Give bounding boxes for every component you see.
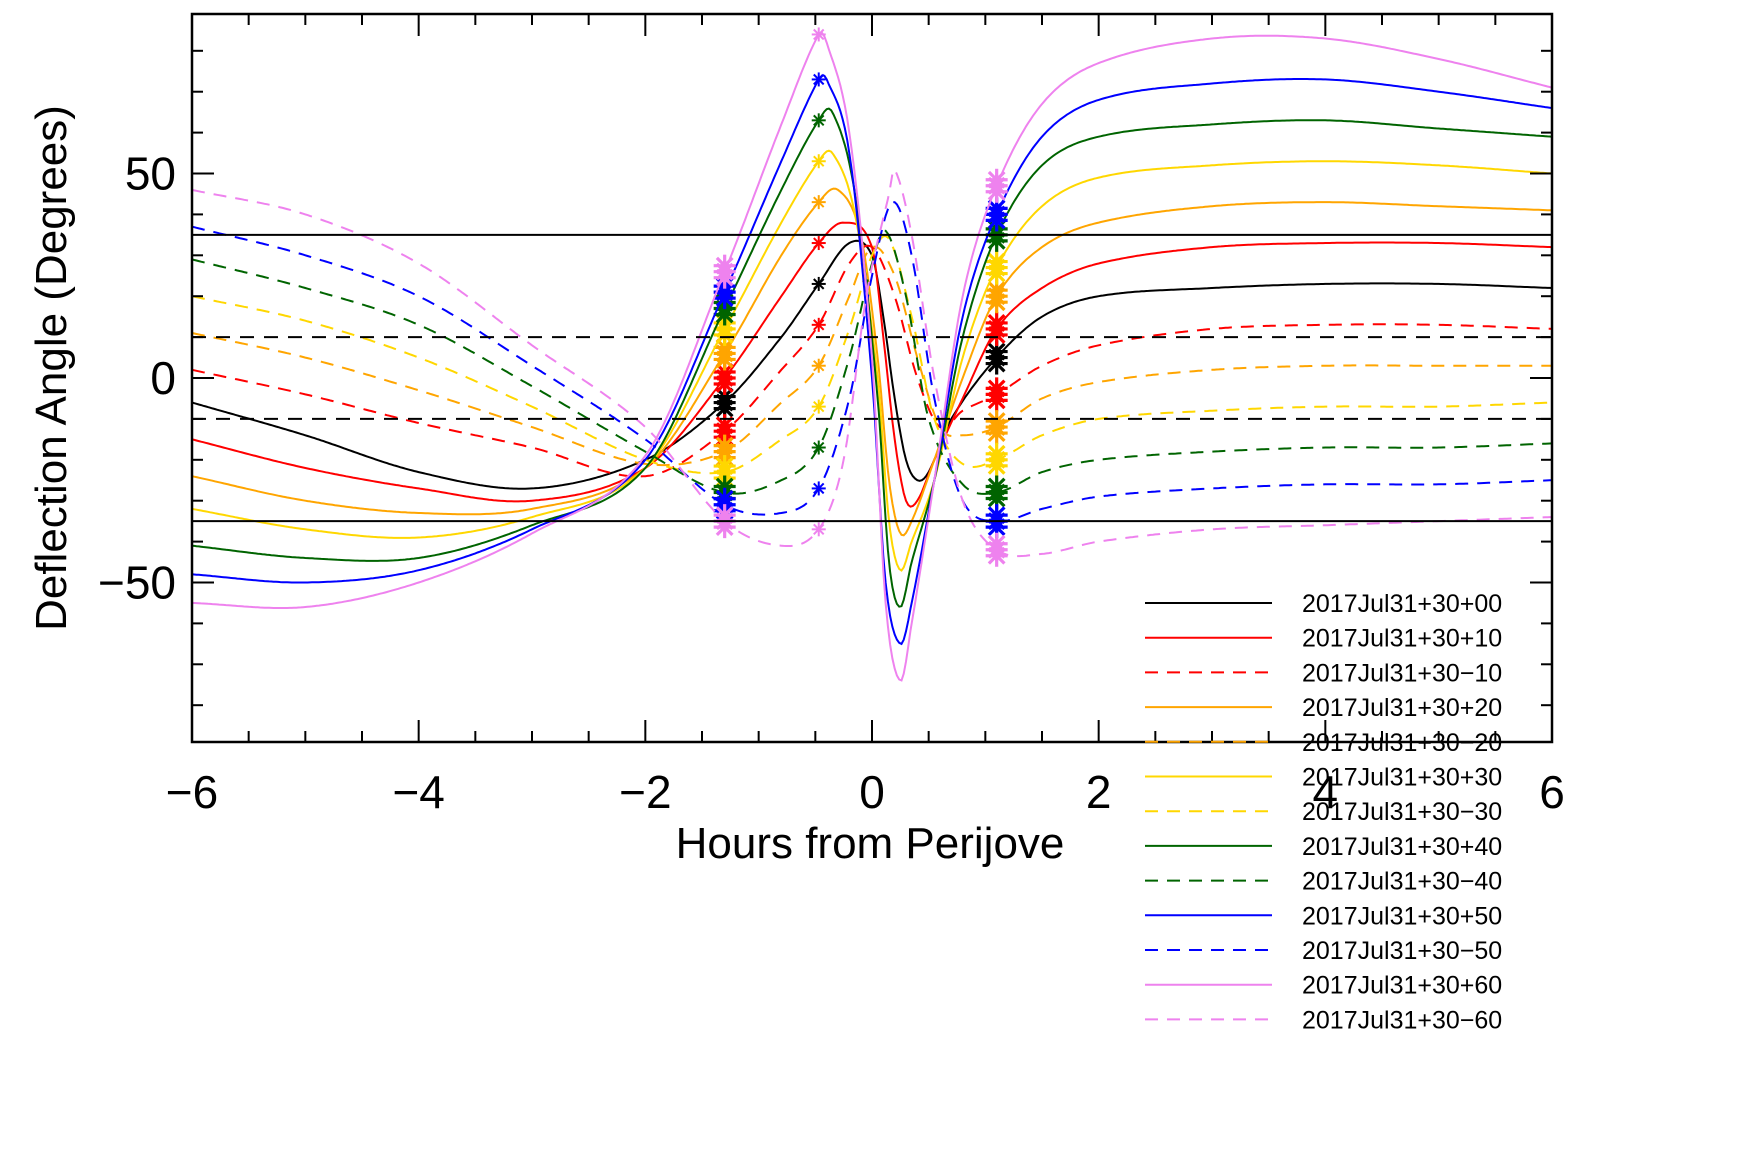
series-line-7: [192, 107, 1552, 608]
series-2-marker-1: [811, 317, 826, 332]
series-7-marker-1: [811, 113, 826, 128]
y-axis-ticks: −50 0 50: [98, 49, 1552, 707]
series-12-marker-1: [811, 522, 826, 537]
series-0-marker-1: [811, 276, 826, 291]
legend: 2017Jul31+30+00 2017Jul31+30+10 2017Jul31+…: [1145, 590, 1502, 1034]
legend-label: 2017Jul31+30−40: [1302, 868, 1502, 896]
x-axis-ticks: −6 −4 −2 0 2 4 6: [166, 14, 1565, 818]
series-9-marker-1: [811, 72, 826, 87]
legend-label: 2017Jul31+30−10: [1302, 659, 1502, 687]
legend-label: 2017Jul31+30−50: [1302, 937, 1502, 965]
x-tick-label: 4: [1313, 766, 1339, 818]
x-tick-label: 6: [1539, 766, 1565, 818]
series-line-4: [192, 245, 1552, 467]
series-1-marker-1: [811, 236, 826, 251]
reference-lines: [192, 233, 1552, 523]
legend-label: 2017Jul31+30+40: [1302, 833, 1502, 861]
series-6-marker-1: [811, 399, 826, 414]
series-8-marker-2: [985, 475, 1008, 510]
series-4-marker-2: [985, 410, 1008, 445]
legend-label: 2017Jul31+30+60: [1302, 972, 1502, 1000]
legend-label: 2017Jul31+30−20: [1302, 729, 1502, 757]
series-line-11: [192, 32, 1552, 682]
series-5-marker-2: [985, 250, 1008, 285]
y-tick-label: −50: [98, 556, 176, 608]
legend-label: 2017Jul31+30−60: [1302, 1006, 1502, 1034]
x-tick-label: 0: [859, 766, 885, 818]
series-11-marker-1: [811, 27, 826, 42]
legend-label: 2017Jul31+30+30: [1302, 764, 1502, 792]
series-0-marker-2: [985, 340, 1008, 375]
series-line-6: [192, 234, 1552, 475]
legend-label: 2017Jul31+30+10: [1302, 625, 1502, 653]
series-line-2: [192, 244, 1552, 478]
legend-label: 2017Jul31+30+00: [1302, 590, 1502, 618]
series-5-marker-1: [811, 154, 826, 169]
legend-label: 2017Jul31+30−30: [1302, 798, 1502, 826]
series-2-marker-2: [985, 377, 1008, 412]
series-line-10: [192, 201, 1552, 523]
y-axis-title: Deflection Angle (Degrees): [27, 105, 76, 631]
series-11-marker-0: [713, 254, 736, 289]
series-11-marker-2: [985, 168, 1008, 203]
legend-label: 2017Jul31+30+50: [1302, 902, 1502, 930]
x-tick-label: 2: [1086, 766, 1112, 818]
y-tick-label: 50: [125, 148, 176, 200]
series-9-marker-2: [985, 197, 1008, 232]
series-6-marker-2: [985, 442, 1008, 477]
y-tick-label: 0: [150, 352, 176, 404]
series-line-12: [192, 167, 1552, 558]
x-tick-label: −2: [619, 766, 671, 818]
series-12-marker-2: [985, 532, 1008, 567]
series-line-3: [192, 187, 1552, 537]
series-4-marker-1: [811, 358, 826, 373]
legend-label: 2017Jul31+30+20: [1302, 694, 1502, 722]
series-1-marker-2: [985, 311, 1008, 346]
series-10-marker-1: [811, 481, 826, 496]
x-tick-label: −4: [392, 766, 444, 818]
series-3-marker-1: [811, 195, 826, 210]
plot-area: [192, 27, 1552, 682]
x-tick-label: −6: [166, 766, 218, 818]
series-1-marker-0: [713, 361, 736, 395]
series-group: [192, 27, 1552, 682]
series-3-marker-2: [985, 279, 1008, 314]
series-line-9: [192, 74, 1552, 646]
x-axis-title: Hours from Perijove: [676, 819, 1065, 868]
series-8-marker-1: [811, 440, 826, 455]
